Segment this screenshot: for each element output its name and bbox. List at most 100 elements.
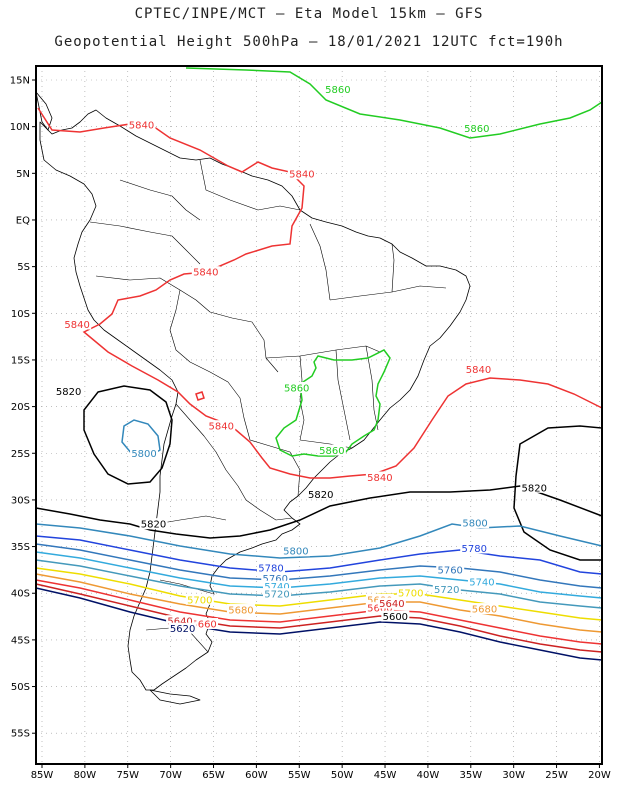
contour-label-bg — [520, 481, 549, 493]
contour-label-bg — [436, 563, 465, 575]
contour-label-bg — [460, 542, 489, 554]
contour-5680 — [35, 573, 603, 633]
contour-label-5780: 5780 — [461, 544, 486, 555]
contour-5840-north — [37, 107, 603, 479]
contour-5740 — [35, 551, 603, 599]
lat-tick-label: EQ — [16, 215, 30, 226]
lat-tick-label: 15S — [11, 355, 30, 366]
contour-label-bg — [432, 583, 461, 595]
contour-label-5700: 5700 — [398, 589, 423, 600]
lon-tick-label: 75W — [116, 770, 139, 781]
contour-label-bg — [365, 471, 394, 483]
contour-lines — [35, 67, 603, 661]
lon-tick-label: 80W — [74, 770, 97, 781]
contour-label-bg — [467, 576, 496, 588]
contour-5820-pacific — [83, 385, 173, 485]
lat-tick-label: 50S — [11, 682, 30, 693]
contour-label-bg — [306, 488, 335, 500]
contour-label-5660: 5660 — [191, 620, 216, 631]
graticule — [32, 66, 602, 768]
contour-label-5840: 5840 — [209, 422, 234, 433]
contour-label-5840: 5840 — [289, 170, 314, 181]
contour-label-5840: 5840 — [64, 320, 89, 331]
contour-label-5640: 5640 — [167, 617, 192, 628]
contour-label-bg — [54, 385, 83, 397]
contour-5640 — [35, 583, 603, 653]
contour-label-bg — [127, 118, 156, 130]
contour-5660 — [35, 579, 603, 645]
contour-5820-atlantic — [513, 425, 603, 561]
contour-label-5640: 5640 — [379, 599, 404, 610]
map-frame — [35, 65, 603, 765]
lat-tick-label: 45S — [11, 635, 30, 646]
contour-label-5660: 5660 — [367, 604, 392, 615]
contour-5860-north — [185, 67, 603, 139]
contour-label-5680: 5680 — [228, 606, 253, 617]
lat-tick-label: 35S — [11, 542, 30, 553]
contour-label-5720: 5720 — [434, 585, 459, 596]
lon-tick-label: 55W — [288, 770, 311, 781]
contour-label-bg — [282, 381, 311, 393]
contour-label-5860: 5860 — [319, 446, 344, 457]
contour-label-5680: 5680 — [472, 605, 497, 616]
map-title-line-1: CPTEC/INPE/MCT – Eta Model 15km – GFS — [134, 6, 484, 22]
contour-5780 — [35, 535, 603, 575]
contour-label-5740: 5740 — [264, 582, 289, 593]
contour-label-5820: 5820 — [141, 520, 166, 531]
contour-label-bg — [166, 615, 195, 627]
contour-5800-main — [35, 523, 603, 559]
axis-tick-labels: 15N 10N 5N EQ 5S 10S 15S 20S 25S 30S 35S 40S 45S 50S 5… — [10, 75, 611, 781]
contour-label-bg — [287, 168, 316, 180]
contour-label-5820: 5820 — [56, 387, 81, 398]
contour-label-bg — [377, 597, 406, 609]
contour-label-bg — [470, 603, 499, 615]
lon-tick-label: 20W — [588, 770, 611, 781]
contour-label-5840: 5840 — [367, 473, 392, 484]
contour-label-5840: 5840 — [193, 268, 218, 279]
lat-tick-label: 5S — [17, 262, 30, 273]
contour-label-5800: 5800 — [462, 519, 487, 530]
contour-label-bg — [262, 580, 291, 592]
contour-label-bg — [226, 604, 255, 616]
contour-5800-closed — [121, 419, 161, 457]
lat-tick-label: 10S — [11, 309, 30, 320]
lon-tick-label: 70W — [159, 770, 182, 781]
contour-label-5780: 5780 — [258, 564, 283, 575]
lon-tick-label: 85W — [31, 770, 54, 781]
contour-label-5820: 5820 — [522, 483, 547, 494]
contour-5620 — [35, 587, 603, 661]
coastline-and-borders — [35, 91, 471, 705]
lat-tick-label: 30S — [11, 495, 30, 506]
contour-label-bg — [464, 363, 493, 375]
contour-label-5760: 5760 — [437, 565, 462, 576]
contour-label-bg — [130, 447, 159, 459]
contour-label-bg — [185, 593, 214, 605]
contour-label-bg — [262, 588, 291, 600]
lat-tick-label: 5N — [16, 169, 30, 180]
contour-label-bg — [381, 610, 410, 622]
contour-label-5800: 5800 — [131, 449, 156, 460]
contour-label-bg — [190, 618, 219, 630]
lat-tick-label: 25S — [11, 449, 30, 460]
contour-label-5840: 5840 — [466, 365, 491, 376]
contour-labels: 5860 5860 5840 5840 5840 5840 5840 5840 5840 5860… — [54, 83, 549, 635]
contour-label-bg — [396, 587, 425, 599]
national-borders — [89, 159, 447, 653]
contour-label-bg — [462, 122, 491, 134]
contour-label-bg — [261, 572, 290, 584]
contour-label-5800: 5800 — [283, 547, 308, 558]
contour-5820-main — [35, 485, 603, 539]
contour-label-5840: 5840 — [129, 120, 154, 131]
lat-tick-label: 20S — [11, 402, 30, 413]
contour-label-5860: 5860 — [325, 85, 350, 96]
contour-label-5860: 5860 — [284, 383, 309, 394]
map-title-line-2: Geopotential Height 500hPa – 18/01/2021 … — [54, 34, 564, 50]
contour-label-5600: 5600 — [383, 612, 408, 623]
contour-5840-bolivia — [195, 391, 205, 401]
contour-label-bg — [317, 444, 346, 456]
contour-label-bg — [461, 517, 490, 529]
contour-label-bg — [191, 266, 220, 278]
lon-tick-label: 40W — [417, 770, 440, 781]
contour-label-5760: 5760 — [263, 574, 288, 585]
